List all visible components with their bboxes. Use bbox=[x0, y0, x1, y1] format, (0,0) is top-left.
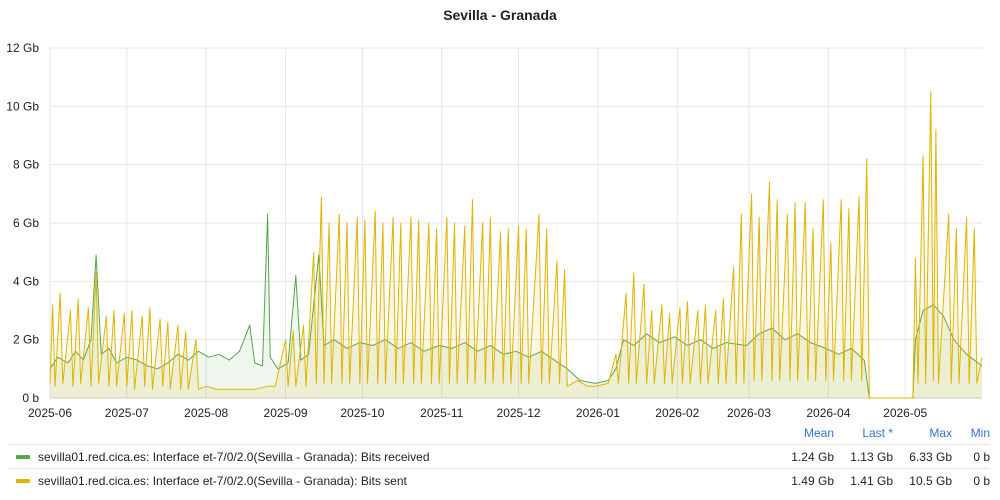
legend-header: Mean Last * Max Min bbox=[8, 421, 990, 444]
x-tick-label: 2025-06 bbox=[28, 406, 72, 420]
legend-header-last[interactable]: Last * bbox=[862, 425, 893, 440]
legend-header-max[interactable]: Max bbox=[929, 425, 952, 440]
y-tick-label: 0 b bbox=[22, 391, 39, 405]
x-tick-label: 2026-02 bbox=[655, 406, 699, 420]
y-tick-label: 8 Gb bbox=[13, 158, 39, 172]
legend-value-last: 1.41 Gb bbox=[850, 473, 893, 488]
legend-value-max: 10.5 Gb bbox=[909, 473, 952, 488]
x-tick-label: 2025-11 bbox=[420, 406, 463, 420]
legend-row-bits-sent[interactable]: sevilla01.red.cica.es: Interface et-7/0/… bbox=[8, 468, 990, 492]
x-tick-label: 2026-05 bbox=[883, 406, 927, 420]
y-tick-label: 6 Gb bbox=[13, 216, 39, 230]
x-tick-label: 2025-09 bbox=[264, 406, 308, 420]
y-tick-label: 2 Gb bbox=[13, 333, 39, 347]
series-line-1[interactable] bbox=[49, 91, 983, 399]
legend-header-mean[interactable]: Mean bbox=[803, 425, 834, 440]
legend-swatch-received bbox=[16, 454, 30, 459]
legend-label-sent[interactable]: sevilla01.red.cica.es: Interface et-7/0/… bbox=[38, 473, 407, 488]
series-area-0 bbox=[50, 214, 982, 398]
y-axis: 0 b 2 Gb 4 Gb 6 Gb 8 Gb 10 Gb 12 Gb bbox=[6, 41, 39, 405]
legend-row-bits-received[interactable]: sevilla01.red.cica.es: Interface et-7/0/… bbox=[8, 444, 990, 468]
legend-value-min: 0 b bbox=[973, 449, 990, 464]
legend-swatch-sent bbox=[16, 478, 30, 483]
x-tick-label: 2026-03 bbox=[727, 406, 771, 420]
x-tick-label: 2025-12 bbox=[497, 406, 541, 420]
x-tick-label: 2025-07 bbox=[105, 406, 149, 420]
series-layer bbox=[49, 91, 983, 399]
legend-value-mean: 1.24 Gb bbox=[791, 449, 834, 464]
x-tick-label: 2025-10 bbox=[340, 406, 384, 420]
series-area-1 bbox=[50, 91, 982, 399]
y-tick-label: 4 Gb bbox=[13, 274, 39, 288]
x-tick-label: 2026-01 bbox=[576, 406, 620, 420]
x-axis: 2025-06 2025-07 2025-08 2025-09 2025-10 2025-… bbox=[28, 406, 928, 420]
legend-value-max: 6.33 Gb bbox=[909, 449, 952, 464]
legend: Mean Last * Max Min sevilla01.red.cica.e… bbox=[8, 421, 990, 492]
y-tick-label: 10 Gb bbox=[6, 99, 39, 113]
legend-header-min[interactable]: Min bbox=[970, 425, 990, 440]
panel-title: Sevilla - Granada bbox=[443, 7, 557, 23]
y-tick-label: 12 Gb bbox=[6, 41, 39, 55]
legend-value-min: 0 b bbox=[973, 473, 990, 488]
x-tick-label: 2025-08 bbox=[184, 406, 228, 420]
legend-value-mean: 1.49 Gb bbox=[791, 473, 834, 488]
legend-value-last: 1.13 Gb bbox=[850, 449, 893, 464]
legend-label-received[interactable]: sevilla01.red.cica.es: Interface et-7/0/… bbox=[38, 449, 430, 464]
x-tick-label: 2026-04 bbox=[806, 406, 850, 420]
